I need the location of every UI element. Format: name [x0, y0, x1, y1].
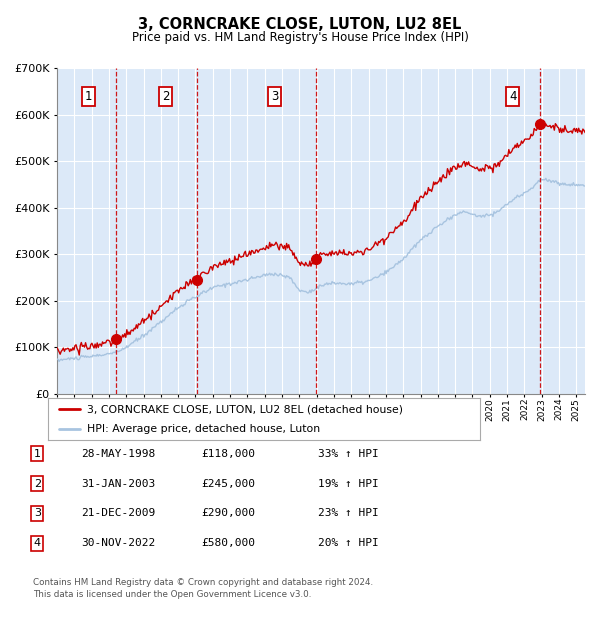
Text: 31-JAN-2003: 31-JAN-2003 — [81, 479, 155, 489]
Text: £118,000: £118,000 — [201, 449, 255, 459]
Text: 1: 1 — [85, 90, 92, 102]
Text: 2: 2 — [162, 90, 169, 102]
Text: 21-DEC-2009: 21-DEC-2009 — [81, 508, 155, 518]
Text: HPI: Average price, detached house, Luton: HPI: Average price, detached house, Luto… — [87, 424, 320, 434]
Text: 4: 4 — [34, 538, 41, 548]
Text: 19% ↑ HPI: 19% ↑ HPI — [318, 479, 379, 489]
Text: 3: 3 — [271, 90, 278, 102]
Text: 23% ↑ HPI: 23% ↑ HPI — [318, 508, 379, 518]
Text: 3: 3 — [34, 508, 41, 518]
Text: 28-MAY-1998: 28-MAY-1998 — [81, 449, 155, 459]
Text: 3, CORNCRAKE CLOSE, LUTON, LU2 8EL (detached house): 3, CORNCRAKE CLOSE, LUTON, LU2 8EL (deta… — [87, 404, 403, 414]
Text: 4: 4 — [509, 90, 517, 102]
Text: 33% ↑ HPI: 33% ↑ HPI — [318, 449, 379, 459]
Text: 2: 2 — [34, 479, 41, 489]
Text: Price paid vs. HM Land Registry's House Price Index (HPI): Price paid vs. HM Land Registry's House … — [131, 31, 469, 44]
Text: £290,000: £290,000 — [201, 508, 255, 518]
Text: Contains HM Land Registry data © Crown copyright and database right 2024.
This d: Contains HM Land Registry data © Crown c… — [33, 578, 373, 599]
Text: 30-NOV-2022: 30-NOV-2022 — [81, 538, 155, 548]
Text: 3, CORNCRAKE CLOSE, LUTON, LU2 8EL: 3, CORNCRAKE CLOSE, LUTON, LU2 8EL — [139, 17, 461, 32]
Text: £245,000: £245,000 — [201, 479, 255, 489]
Text: 1: 1 — [34, 449, 41, 459]
Text: £580,000: £580,000 — [201, 538, 255, 548]
Text: 20% ↑ HPI: 20% ↑ HPI — [318, 538, 379, 548]
